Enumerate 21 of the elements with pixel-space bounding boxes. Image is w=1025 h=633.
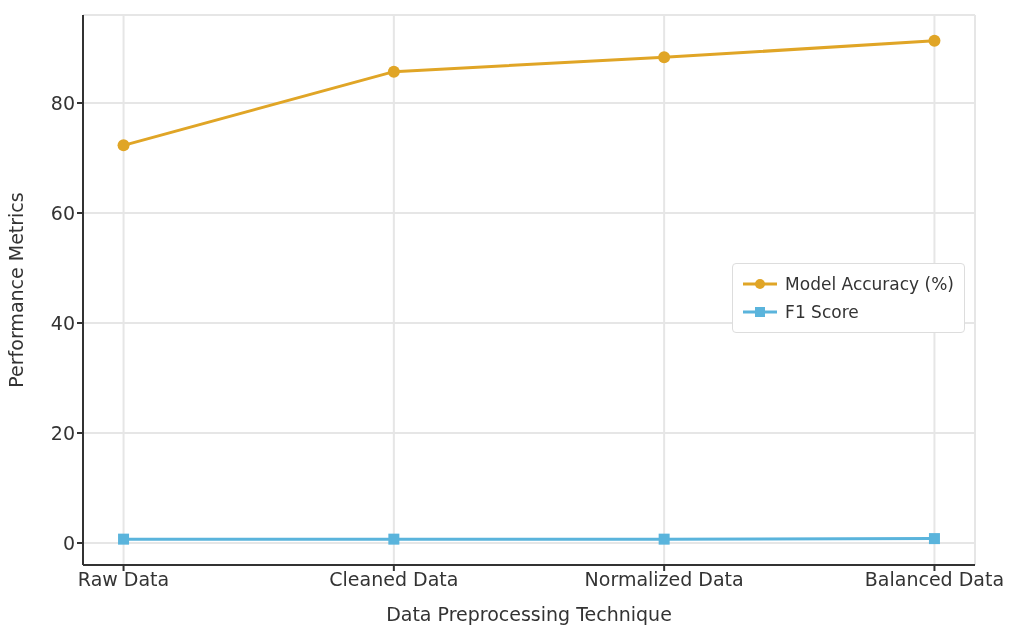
y-tick-label: 80 [50, 91, 75, 114]
x-tick-label: Cleaned Data [329, 568, 459, 591]
x-tick-label: Normalized Data [584, 568, 744, 591]
x-tick-label: Balanced Data [864, 568, 1005, 591]
point [117, 139, 130, 152]
point [928, 34, 941, 47]
y-tick-label: 0 [62, 531, 75, 554]
legend-label: Model Accuracy (%) [785, 273, 954, 296]
x-tick-label: Raw Data [77, 568, 170, 591]
point [388, 533, 400, 545]
point [658, 51, 671, 64]
legend-label: F1 Score [785, 301, 859, 324]
y-tick-label: 40 [50, 311, 75, 334]
y-tick-label: 60 [50, 201, 75, 224]
point [928, 533, 940, 545]
point [118, 533, 130, 545]
y-tick-label: 20 [50, 421, 75, 444]
x-axis-title: Data Preprocessing Technique [386, 603, 672, 625]
point [387, 65, 400, 78]
y-axis-title: Performance Metrics [4, 192, 27, 388]
point [658, 533, 670, 545]
